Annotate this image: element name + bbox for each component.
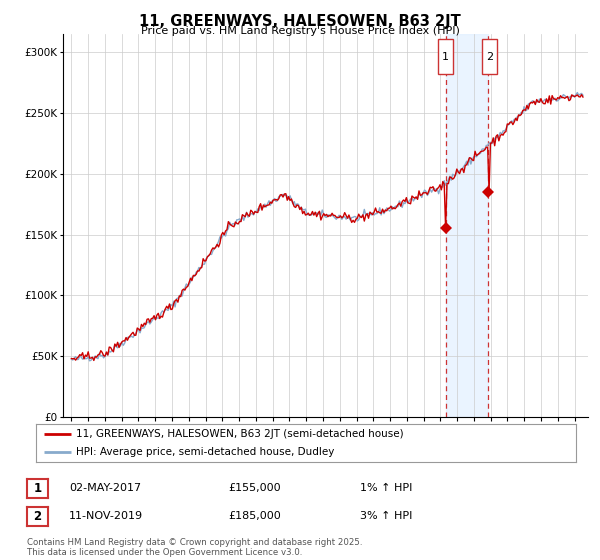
Text: HPI: Average price, semi-detached house, Dudley: HPI: Average price, semi-detached house,… xyxy=(77,447,335,457)
Text: 1: 1 xyxy=(442,52,449,62)
Text: 02-MAY-2017: 02-MAY-2017 xyxy=(69,483,141,493)
Text: Contains HM Land Registry data © Crown copyright and database right 2025.
This d: Contains HM Land Registry data © Crown c… xyxy=(27,538,362,557)
Text: 1: 1 xyxy=(34,482,41,495)
Text: 1% ↑ HPI: 1% ↑ HPI xyxy=(360,483,412,493)
Text: £185,000: £185,000 xyxy=(228,511,281,521)
Text: 11, GREENWAYS, HALESOWEN, B63 2JT (semi-detached house): 11, GREENWAYS, HALESOWEN, B63 2JT (semi-… xyxy=(77,429,404,439)
Text: 11, GREENWAYS, HALESOWEN, B63 2JT: 11, GREENWAYS, HALESOWEN, B63 2JT xyxy=(139,14,461,29)
FancyBboxPatch shape xyxy=(482,39,497,74)
Text: 2: 2 xyxy=(485,52,493,62)
Text: Price paid vs. HM Land Registry's House Price Index (HPI): Price paid vs. HM Land Registry's House … xyxy=(140,26,460,36)
Text: 2: 2 xyxy=(34,510,41,523)
Text: 11-NOV-2019: 11-NOV-2019 xyxy=(69,511,143,521)
Bar xyxy=(446,34,488,417)
FancyBboxPatch shape xyxy=(437,39,452,74)
Text: 3% ↑ HPI: 3% ↑ HPI xyxy=(360,511,412,521)
Text: £155,000: £155,000 xyxy=(228,483,281,493)
